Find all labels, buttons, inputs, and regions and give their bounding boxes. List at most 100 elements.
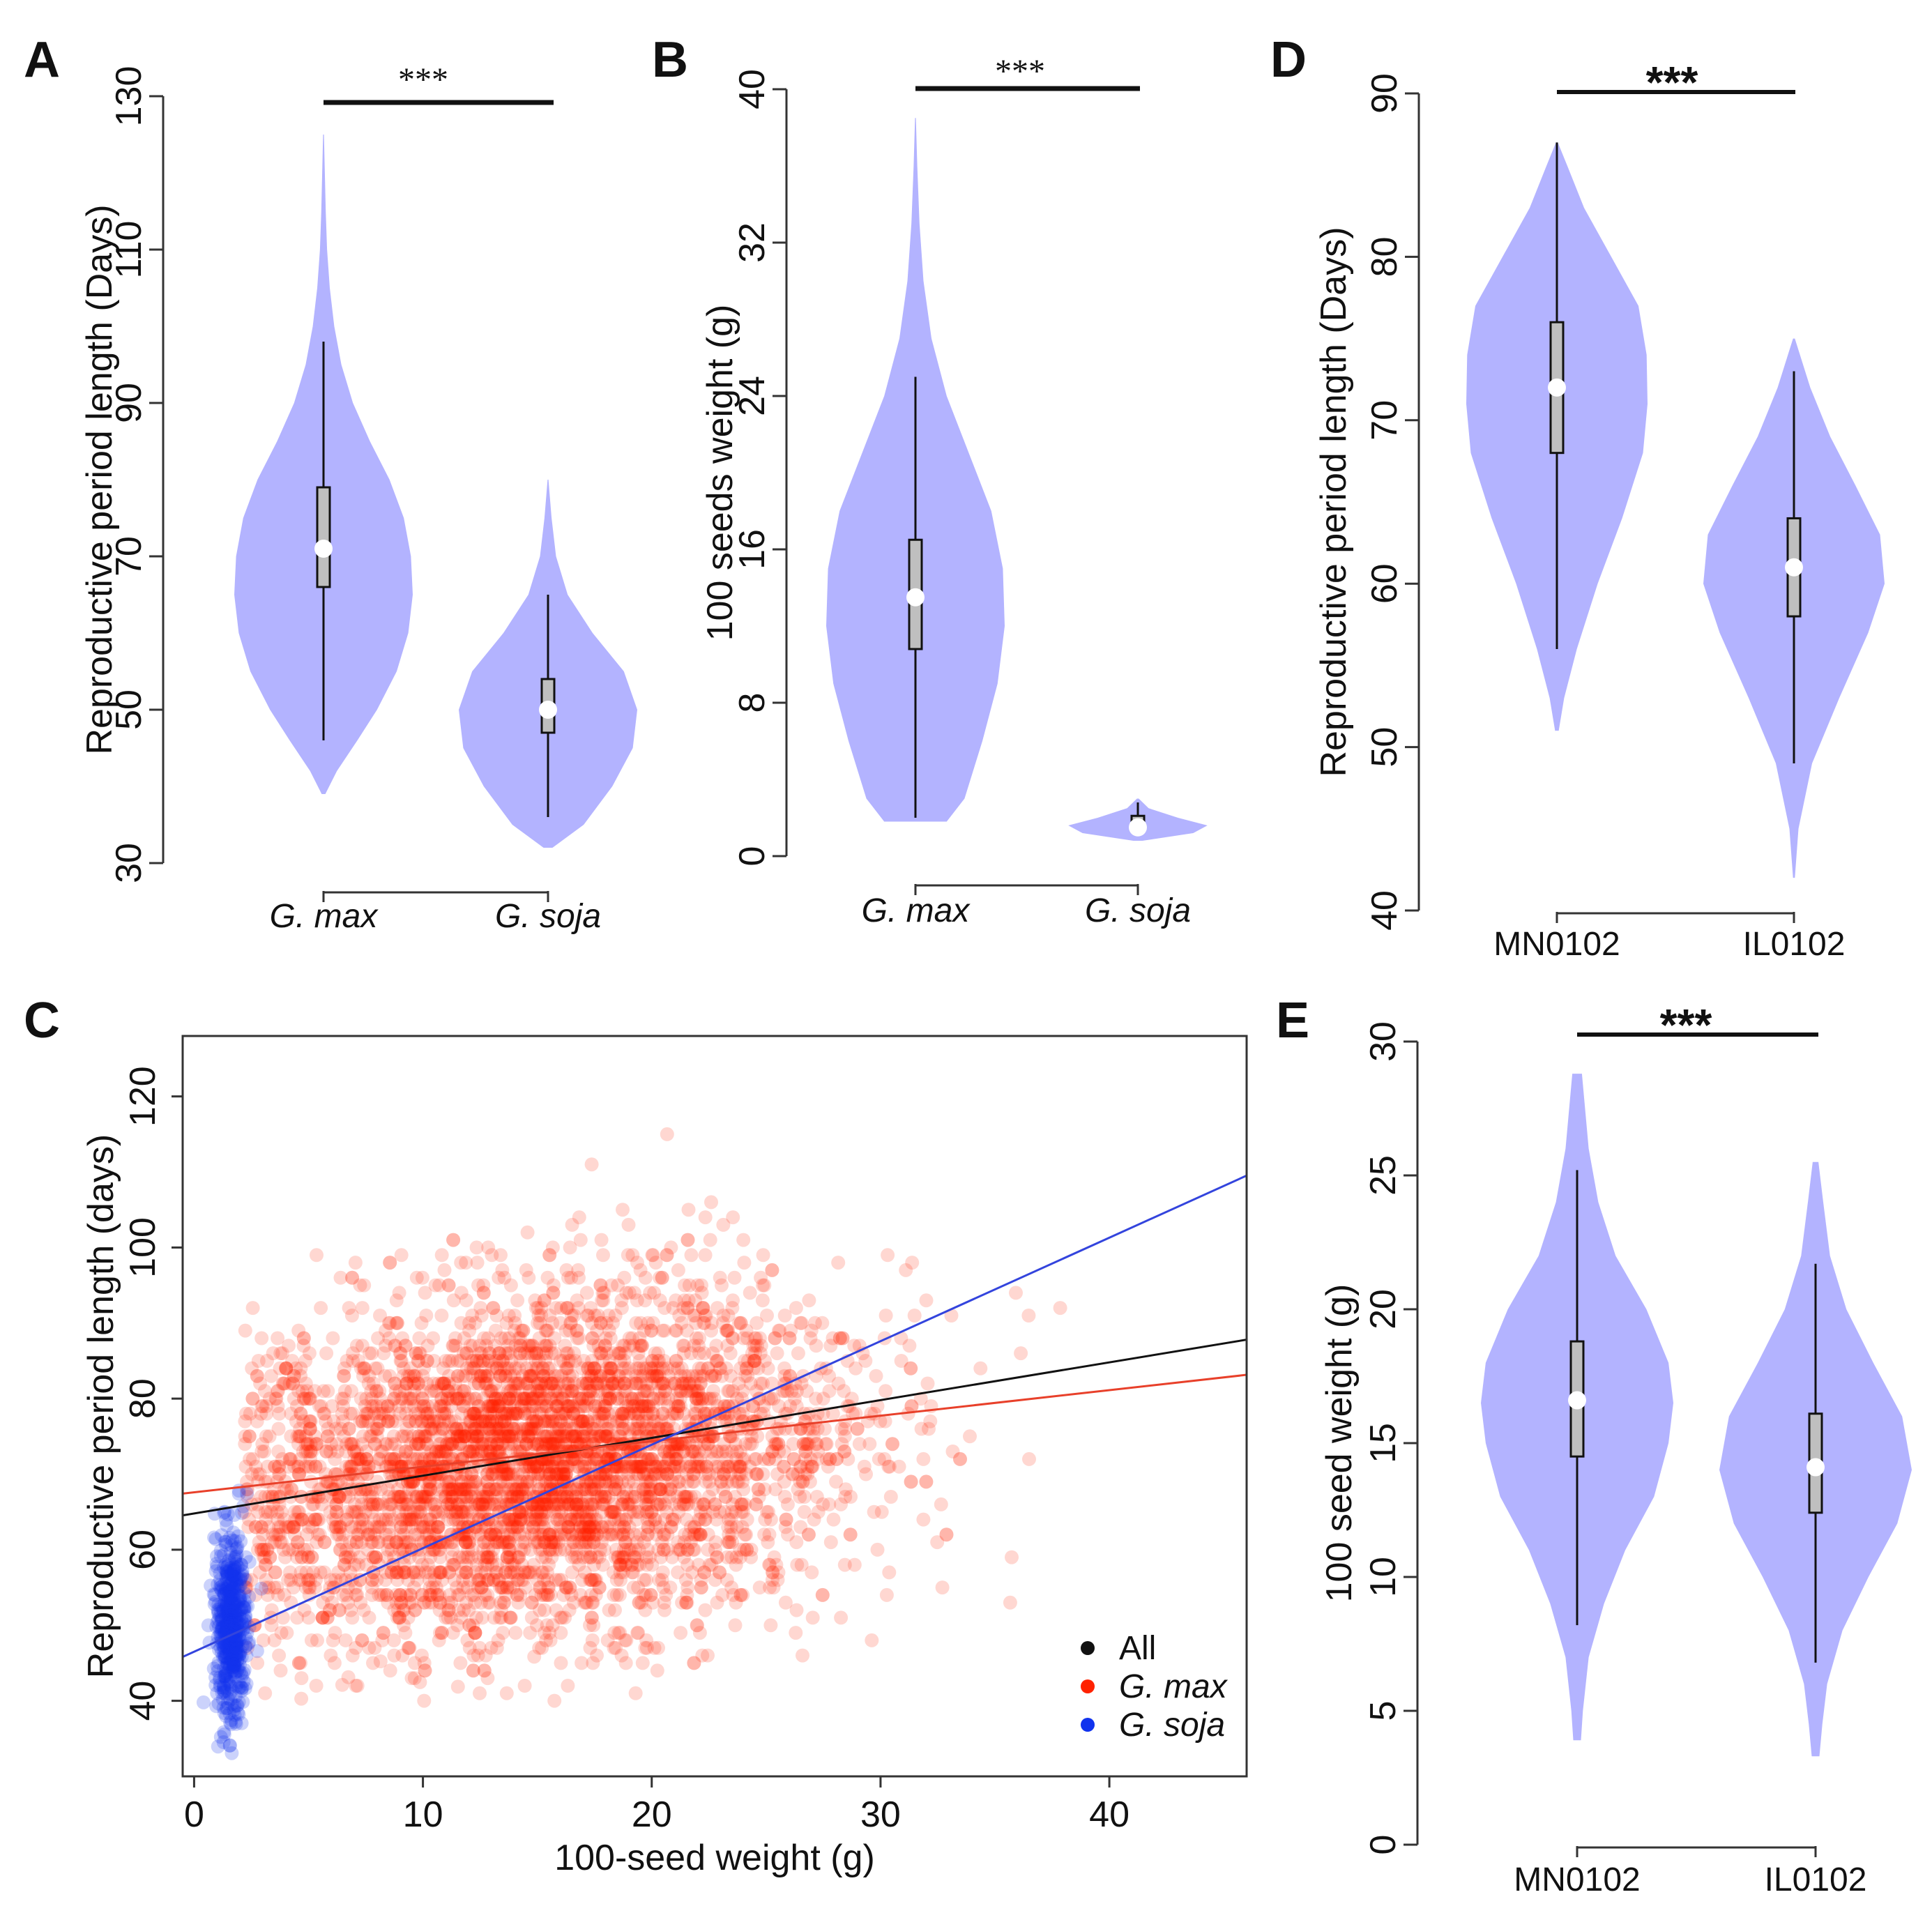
gmax-point xyxy=(442,1474,457,1489)
gmax-point xyxy=(740,1542,754,1557)
gmax-point xyxy=(394,1490,409,1504)
gmax-point xyxy=(612,1520,627,1534)
gmax-point xyxy=(558,1422,572,1436)
gmax-point xyxy=(445,1482,459,1497)
gmax-point xyxy=(563,1580,577,1595)
gmax-point xyxy=(703,1233,717,1247)
gmax-point xyxy=(473,1369,488,1383)
gmax-point xyxy=(317,1535,332,1550)
gmax-point xyxy=(464,1550,479,1564)
gmax-point xyxy=(603,1331,618,1346)
gmax-point xyxy=(755,1293,770,1308)
gmax-point xyxy=(376,1626,390,1640)
gmax-point xyxy=(470,1256,485,1270)
gmax-point xyxy=(510,1520,525,1534)
gmax-point xyxy=(680,1490,695,1504)
gmax-point xyxy=(569,1490,584,1504)
gmax-point xyxy=(641,1451,655,1466)
gmax-point xyxy=(499,1316,514,1330)
x-category-label: G. soja xyxy=(495,898,601,935)
gmax-point xyxy=(545,1414,560,1428)
gmax-point xyxy=(252,1467,267,1481)
gmax-point xyxy=(394,1497,409,1511)
gmax-point xyxy=(611,1376,625,1391)
gmax-point xyxy=(469,1497,483,1511)
gmax-point xyxy=(638,1270,653,1285)
gmax-point xyxy=(409,1490,424,1504)
gmax-point xyxy=(420,1406,435,1421)
gmax-point xyxy=(680,1542,695,1557)
gmax-point xyxy=(729,1520,744,1534)
gmax-point xyxy=(459,1535,473,1550)
gmax-point xyxy=(564,1504,578,1519)
gmax-point xyxy=(333,1520,347,1534)
gmax-point xyxy=(441,1497,455,1511)
gmax-point xyxy=(849,1361,863,1375)
gmax-point xyxy=(597,1406,611,1421)
gmax-point xyxy=(661,1445,676,1458)
gmax-point xyxy=(345,1648,360,1663)
y-tick-label: 5 xyxy=(1363,1701,1404,1721)
gmax-point xyxy=(681,1203,696,1217)
gmax-point xyxy=(446,1535,460,1550)
gmax-point xyxy=(542,1527,556,1542)
gmax-point xyxy=(524,1361,539,1375)
gmax-point xyxy=(481,1399,496,1413)
gmax-point xyxy=(630,1459,645,1474)
gmax-point xyxy=(498,1361,512,1375)
gmax-point xyxy=(551,1384,565,1398)
gmax-point xyxy=(389,1293,404,1308)
gmax-point xyxy=(544,1392,558,1406)
gmax-point xyxy=(614,1550,629,1564)
gmax-point xyxy=(524,1369,538,1383)
gmax-point xyxy=(570,1323,584,1338)
gmax-point xyxy=(459,1346,474,1361)
gmax-point xyxy=(360,1542,375,1557)
gmax-point xyxy=(702,1557,717,1572)
gmax-point xyxy=(759,1504,774,1519)
gmax-point xyxy=(786,1451,801,1466)
gmax-point xyxy=(353,1573,367,1587)
gmax-point xyxy=(716,1459,731,1474)
gmax-point xyxy=(513,1512,528,1527)
gmax-point xyxy=(586,1520,601,1534)
gmax-point xyxy=(547,1437,562,1451)
gmax-point xyxy=(540,1339,554,1353)
gmax-point xyxy=(626,1580,641,1595)
gmax-point xyxy=(341,1490,356,1504)
gmax-point xyxy=(529,1422,543,1436)
gmax-point xyxy=(369,1550,383,1564)
y-tick-label: 130 xyxy=(109,66,149,127)
gmax-point xyxy=(542,1626,557,1640)
gmax-point xyxy=(680,1301,695,1316)
gmax-point xyxy=(441,1482,455,1497)
gmax-point xyxy=(611,1278,625,1293)
median-point xyxy=(539,701,557,719)
gmax-point xyxy=(368,1361,383,1375)
gmax-point xyxy=(661,1451,676,1466)
gmax-point xyxy=(517,1527,532,1542)
gmax-point xyxy=(692,1512,706,1527)
y-tick-label: 24 xyxy=(732,376,773,416)
gmax-point xyxy=(583,1384,598,1398)
gmax-point xyxy=(415,1384,429,1398)
gmax-point xyxy=(822,1384,837,1398)
gmax-point xyxy=(555,1459,570,1474)
gmax-point xyxy=(584,1301,598,1316)
gmax-point xyxy=(545,1459,560,1474)
gmax-point xyxy=(464,1422,478,1436)
gmax-point xyxy=(490,1535,505,1550)
gmax-point xyxy=(517,1459,531,1474)
gmax-point xyxy=(430,1587,445,1602)
gmax-point xyxy=(648,1512,662,1527)
gmax-point xyxy=(336,1527,351,1542)
gmax-point xyxy=(524,1369,539,1383)
gmax-point xyxy=(643,1490,657,1504)
gmax-point xyxy=(532,1640,547,1655)
gmax-point xyxy=(757,1527,772,1542)
gmax-point xyxy=(310,1512,325,1527)
gmax-point xyxy=(480,1573,494,1587)
gmax-point xyxy=(542,1248,557,1263)
gmax-point xyxy=(448,1512,463,1527)
gmax-point xyxy=(301,1573,316,1587)
